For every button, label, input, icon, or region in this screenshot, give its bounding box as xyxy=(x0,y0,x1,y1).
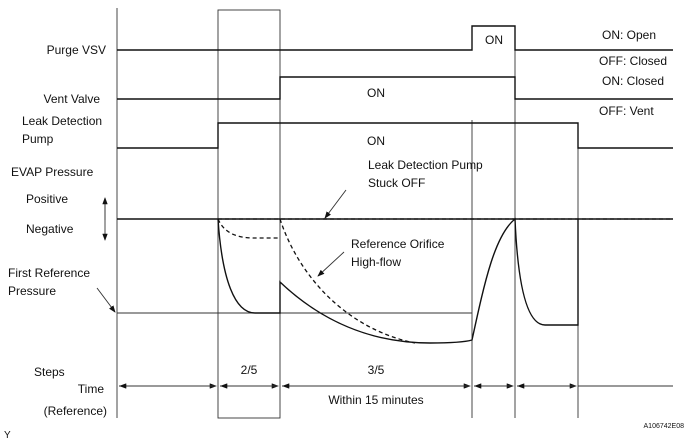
orifice-label-2: High-flow xyxy=(351,255,401,269)
pump-on-label: ON xyxy=(367,134,385,148)
label-pump-2: Pump xyxy=(22,132,54,146)
step-boundaries xyxy=(116,8,579,419)
purge-off-meaning: OFF: Closed xyxy=(599,54,667,68)
label-negative: Negative xyxy=(26,222,74,236)
label-first-ref-1: First Reference xyxy=(8,266,90,280)
stuck-off-arrow xyxy=(324,189,347,219)
pump-signal xyxy=(117,122,673,149)
purge-vsv-signal xyxy=(117,25,673,51)
label-vent-valve: Vent Valve xyxy=(44,92,101,106)
step-3-label: 3/5 xyxy=(368,363,385,377)
orifice-label-1: Reference Orifice xyxy=(351,237,445,251)
footer-mark: Y xyxy=(4,430,11,441)
vent-valve-signal xyxy=(117,76,673,100)
stuck-off-label-2: Stuck OFF xyxy=(368,176,425,190)
vent-off-meaning: OFF: Vent xyxy=(599,104,654,118)
first-ref-arrow xyxy=(96,287,116,313)
step-2-label: 2/5 xyxy=(241,363,258,377)
evap-pressure-curve xyxy=(217,217,579,344)
label-pump-1: Leak Detection xyxy=(22,114,102,128)
stuck-off-label-1: Leak Detection Pump xyxy=(368,158,483,172)
steps-label: Steps xyxy=(34,365,65,379)
vent-on-meaning: ON: Closed xyxy=(602,74,664,88)
label-first-ref-2: Pressure xyxy=(8,284,56,298)
purge-on-meaning: ON: Open xyxy=(602,28,656,42)
pump-stuck-step2-curve xyxy=(217,218,280,239)
within-label: Within 15 minutes xyxy=(328,393,423,407)
vent-on-label: ON xyxy=(367,86,385,100)
label-positive: Positive xyxy=(26,192,68,206)
label-evap-pressure: EVAP Pressure xyxy=(11,165,94,179)
orifice-arrow xyxy=(317,251,345,277)
label-purge-vsv: Purge VSV xyxy=(47,43,106,57)
orifice-high-flow-curve xyxy=(279,218,416,344)
step-2-box xyxy=(217,9,281,419)
reference-label: (Reference) xyxy=(44,404,107,418)
time-label: Time xyxy=(78,382,105,396)
purge-on-label: ON xyxy=(485,33,503,47)
figure-id: A106742E08 xyxy=(644,423,685,430)
